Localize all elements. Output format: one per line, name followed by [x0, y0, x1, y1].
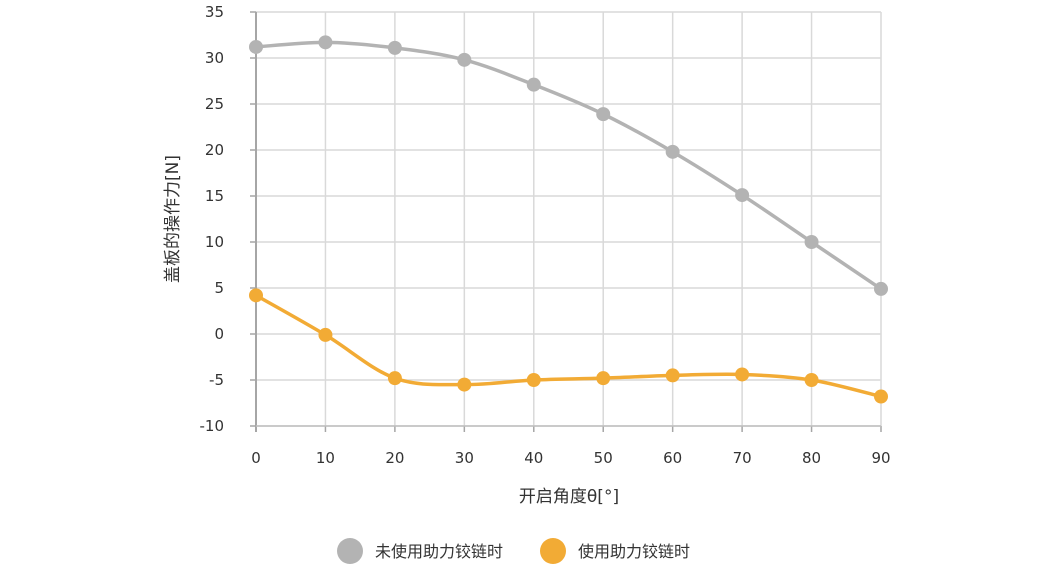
data-point: [526, 77, 541, 92]
series-line: [255, 293, 882, 399]
legend-item: 未使用助力铰链时: [337, 538, 503, 564]
data-point: [804, 373, 819, 387]
series-line: [255, 40, 882, 291]
x-tick-label: 10: [316, 449, 335, 467]
data-point: [249, 39, 263, 54]
y-tick-label: 35: [205, 3, 224, 21]
y-tick-label: 30: [205, 49, 224, 67]
data-point: [387, 371, 402, 386]
x-tick-label: 70: [733, 449, 752, 467]
data-point: [735, 367, 750, 382]
x-tick-label: 30: [455, 449, 474, 467]
x-tick-label: 40: [524, 449, 543, 467]
x-tick-label: 20: [385, 449, 404, 467]
y-tick-label: -5: [209, 371, 224, 389]
data-point: [249, 288, 263, 303]
legend: 未使用助力铰链时 使用助力铰链时: [337, 538, 690, 564]
legend-label: 未使用助力铰链时: [375, 542, 503, 561]
y-tick-label: 25: [205, 95, 224, 113]
y-tick-label: 0: [214, 325, 224, 343]
x-tick-label: 80: [802, 449, 821, 467]
x-tick-label: 90: [871, 449, 890, 467]
data-point: [387, 40, 402, 55]
data-point: [874, 281, 888, 296]
data-point: [318, 35, 333, 50]
x-tick-label: 60: [663, 449, 682, 467]
y-tick-label: -10: [200, 417, 225, 435]
legend-item: 使用助力铰链时: [540, 538, 690, 564]
data-point: [596, 371, 611, 386]
y-tick-label: 15: [205, 187, 224, 205]
series-2: [249, 288, 888, 404]
data-point: [735, 188, 750, 203]
data-point: [596, 107, 611, 122]
axes: [250, 11, 882, 432]
y-tick-label: 10: [205, 233, 224, 251]
legend-label: 使用助力铰链时: [578, 542, 690, 561]
data-point: [457, 52, 472, 67]
data-point: [526, 373, 541, 387]
legend-marker: [337, 538, 363, 564]
data-point: [457, 377, 472, 392]
y-axis-title: 盖板的操作力[N]: [163, 155, 183, 283]
data-point: [804, 235, 819, 249]
x-tick-label: 0: [251, 449, 261, 467]
data-point: [318, 327, 333, 342]
data-point: [665, 144, 680, 159]
legend-marker: [540, 538, 566, 564]
data-point: [665, 368, 680, 383]
data-point: [874, 389, 888, 404]
x-axis-title: 开启角度θ[°]: [519, 487, 619, 507]
y-tick-label: 20: [205, 141, 224, 159]
series-1: [249, 35, 888, 296]
series-layer: [249, 35, 888, 404]
grid-lines: [256, 11, 882, 427]
x-tick-label: 50: [594, 449, 613, 467]
y-tick-label: 5: [214, 279, 224, 297]
